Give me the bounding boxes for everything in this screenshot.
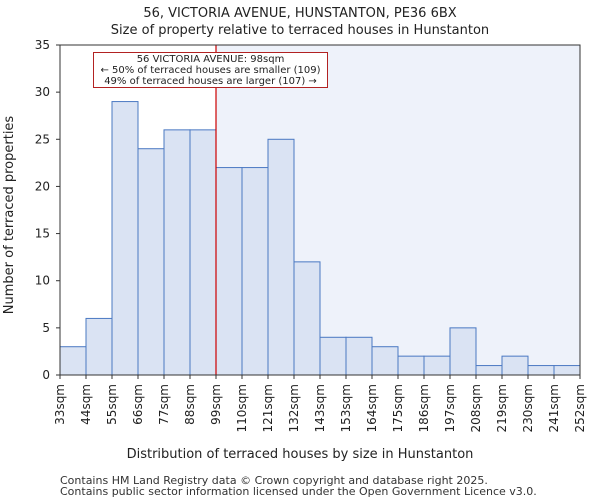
x-tick-label: 44sqm xyxy=(79,384,93,425)
bar-88sqm xyxy=(189,129,217,376)
x-tick-label: 186sqm xyxy=(417,384,431,432)
x-tick-label: 77sqm xyxy=(157,384,171,425)
bar-197sqm xyxy=(449,327,477,376)
bar-186sqm xyxy=(423,355,451,376)
bar-99sqm xyxy=(215,167,243,376)
x-tick-label: 110sqm xyxy=(235,384,249,432)
y-tick-label: 20 xyxy=(35,179,50,193)
bar-77sqm xyxy=(163,129,191,376)
y-tick-label: 35 xyxy=(35,38,50,52)
y-tick-label: 5 xyxy=(42,321,50,335)
bar-132sqm xyxy=(293,261,321,376)
bar-44sqm xyxy=(85,317,113,376)
x-tick-label: 153sqm xyxy=(339,384,353,432)
annotation-line-2: ← 50% of terraced houses are smaller (10… xyxy=(100,65,321,76)
x-tick-label: 252sqm xyxy=(573,384,587,432)
footer-line-1: Contains HM Land Registry data © Crown c… xyxy=(60,474,488,487)
x-axis-label: Distribution of terraced houses by size … xyxy=(127,447,474,462)
y-tick-label: 10 xyxy=(35,274,50,288)
bar-143sqm xyxy=(319,336,347,376)
x-tick-label: 143sqm xyxy=(313,384,327,432)
y-tick-label: 25 xyxy=(35,132,50,146)
bar-153sqm xyxy=(345,336,373,376)
x-tick-label: 208sqm xyxy=(469,384,483,432)
x-tick-label: 219sqm xyxy=(495,384,509,432)
x-tick-label: 197sqm xyxy=(443,384,457,432)
bar-33sqm xyxy=(59,346,87,376)
bar-121sqm xyxy=(267,138,295,376)
y-tick-label: 30 xyxy=(35,85,50,99)
chart-subtitle: Size of property relative to terraced ho… xyxy=(110,23,490,38)
annotation-line-3: 49% of terraced houses are larger (107) … xyxy=(104,76,317,87)
x-tick-label: 88sqm xyxy=(183,384,197,425)
x-tick-label: 55sqm xyxy=(105,384,119,425)
bar-208sqm xyxy=(475,365,503,376)
y-axis-label: Number of terraced properties xyxy=(2,116,17,315)
chart-title: 56, VICTORIA AVENUE, HUNSTANTON, PE36 6B… xyxy=(143,6,457,21)
y-tick-label: 15 xyxy=(35,227,50,241)
bar-230sqm xyxy=(527,365,555,376)
annotation-line-1: 56 VICTORIA AVENUE: 98sqm xyxy=(136,54,285,65)
property-annotation: 56 VICTORIA AVENUE: 98sqm ← 50% of terra… xyxy=(93,52,328,88)
x-tick-label: 132sqm xyxy=(287,384,301,432)
x-tick-label: 175sqm xyxy=(391,384,405,432)
y-tick-label: 0 xyxy=(42,368,50,382)
x-tick-label: 241sqm xyxy=(547,384,561,432)
footer-line-2: Contains public sector information licen… xyxy=(60,485,537,498)
x-tick-label: 33sqm xyxy=(53,384,67,425)
x-tick-label: 164sqm xyxy=(365,384,379,432)
x-tick-label: 99sqm xyxy=(209,384,223,425)
bar-110sqm xyxy=(241,167,269,376)
bar-219sqm xyxy=(501,355,529,376)
x-tick-label: 121sqm xyxy=(261,384,275,432)
bar-241sqm xyxy=(553,365,581,376)
bar-55sqm xyxy=(111,101,139,376)
bar-175sqm xyxy=(397,355,425,376)
bar-164sqm xyxy=(371,346,399,376)
bar-66sqm xyxy=(137,148,165,376)
x-tick-label: 66sqm xyxy=(131,384,145,425)
x-tick-label: 230sqm xyxy=(521,384,535,432)
